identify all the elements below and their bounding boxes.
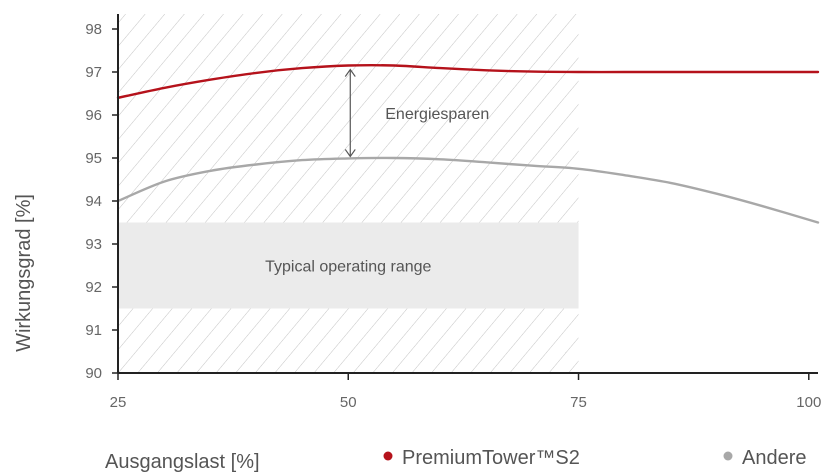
operating-range-band — [118, 222, 579, 309]
x-tick-label: 50 — [340, 394, 357, 411]
savings-arrow-head-down — [344, 149, 356, 158]
y-tick-label: 97 — [85, 64, 102, 81]
y-tick-label: 96 — [85, 107, 102, 124]
y-tick-label: 91 — [85, 322, 102, 339]
x-tick-label: 75 — [570, 394, 587, 411]
legend-label-andere: Andere — [742, 447, 807, 469]
chart-legend: PremiumTower™S2 Andere — [383, 447, 807, 469]
series-line-andere — [116, 156, 820, 224]
x-axis-title: Ausgangslast [%] — [105, 451, 260, 472]
series-line-premiumtower-s2 — [116, 64, 820, 99]
y-axis-title: Wirkungsgrad [%] — [13, 194, 35, 352]
hatched-region — [118, 14, 579, 373]
x-tick-label: 25 — [110, 394, 127, 411]
savings-arrow-head-up — [344, 68, 356, 77]
y-tick-label: 94 — [85, 193, 102, 210]
y-tick-label: 92 — [85, 279, 102, 296]
legend-marker-premiumtower-s2 — [383, 451, 393, 461]
operating-range-label: Typical operating range — [265, 259, 431, 276]
legend-label-premiumtower-s2: PremiumTower™S2 — [402, 447, 580, 469]
savings-annotation-label: Energiesparen — [385, 106, 489, 123]
legend-marker-andere — [723, 451, 733, 461]
y-tick-label: 98 — [85, 21, 102, 38]
y-tick-label: 95 — [85, 150, 102, 167]
y-tick-label: 93 — [85, 236, 102, 253]
x-tick-label: 100 — [796, 394, 821, 411]
y-tick-label: 90 — [85, 365, 102, 382]
